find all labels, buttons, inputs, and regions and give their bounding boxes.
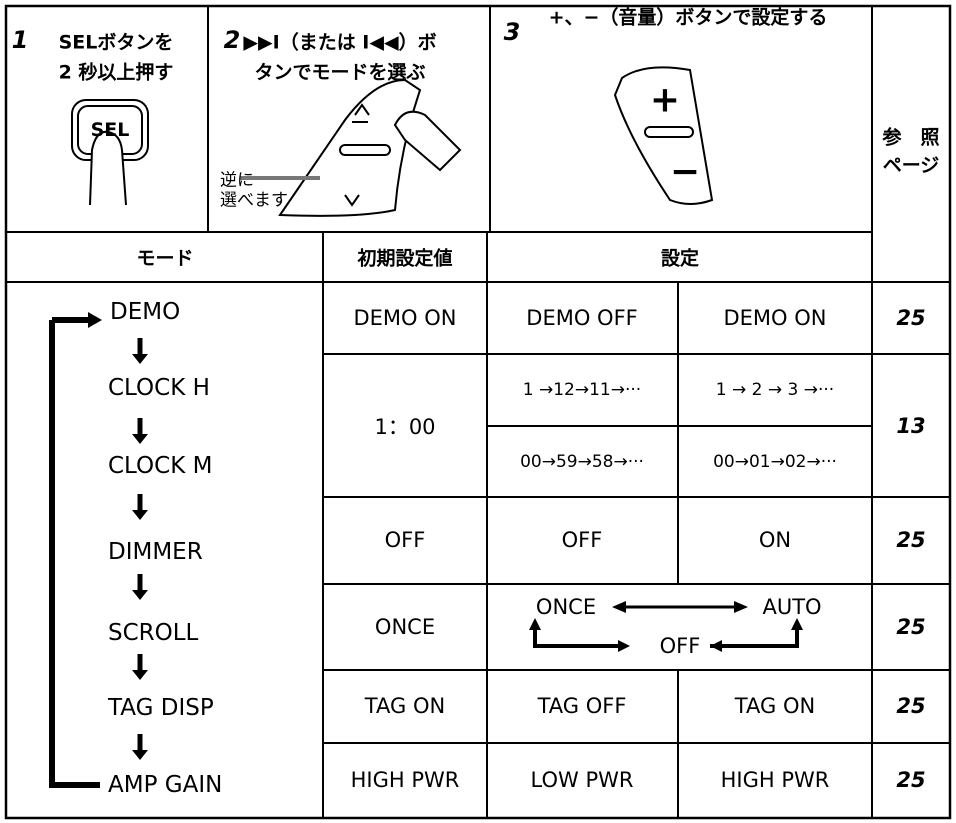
down-arrow-head [132, 750, 148, 760]
mode-name: AMP GAIN [108, 772, 223, 798]
step-text: タンでモードを選ぶ [254, 61, 426, 84]
page-number: 25 [896, 528, 926, 552]
remote-bar [339, 144, 391, 156]
mode-name: DIMMER [108, 539, 203, 565]
column-header: 初期設定値 [357, 247, 453, 270]
column-header: 設定 [660, 247, 700, 270]
step-number: 3 [503, 18, 521, 46]
step-text: SELボタンを [58, 31, 174, 54]
setting-value: ON [758, 528, 792, 552]
setting-value: ONCE [535, 595, 597, 619]
page-number: 25 [896, 615, 926, 639]
page-number: 25 [896, 694, 926, 718]
finger [89, 130, 127, 206]
note-text: 逆に [220, 170, 254, 191]
volume-illustration [613, 66, 714, 205]
default-value: HIGH PWR [350, 768, 460, 792]
down-arrow-head [132, 434, 148, 444]
page-number: 25 [896, 768, 926, 792]
default-value: ONCE [374, 615, 436, 639]
page-number: 25 [896, 306, 926, 330]
column-header: モード [136, 247, 194, 270]
finger [393, 110, 462, 172]
mode-name: DEMO [110, 299, 181, 325]
plus-label: + [649, 79, 681, 121]
mode-name: TAG DISP [108, 695, 214, 721]
setting-value: DEMO ON [723, 306, 827, 330]
setting-value: 1 → 2 → 3 →··· [715, 380, 835, 400]
down-mark [344, 194, 360, 207]
sel-label: SEL [90, 119, 130, 141]
setting-value: LOW PWR [530, 768, 634, 792]
step-text: 2 秒以上押す [58, 61, 174, 84]
setting-value: 00→01→02→··· [713, 452, 837, 472]
remote-bar [644, 126, 694, 138]
setting-value: HIGH PWR [720, 768, 830, 792]
mode-name: CLOCK H [108, 375, 210, 401]
remote-body [613, 66, 714, 205]
step-number: 2 [223, 26, 241, 54]
ref-header: 参 照 [882, 126, 940, 149]
step-text: ▶▶I（または I◀◀）ボ [243, 31, 437, 54]
up-mark [352, 103, 370, 123]
default-value: 1：00 [374, 415, 436, 439]
outer-border [4, 4, 952, 820]
down-arrow-head [132, 670, 148, 680]
step-number: 1 [11, 26, 29, 54]
remote-body [278, 78, 422, 217]
setting-value: DEMO OFF [526, 306, 638, 330]
note-text: 選べます [220, 190, 288, 211]
remote-illustration [240, 78, 462, 217]
setting-value: AUTO [762, 595, 822, 619]
setting-value: TAG ON [734, 694, 816, 718]
setting-value: OFF [561, 528, 603, 552]
mode-name: SCROLL [108, 620, 199, 646]
loop-arrow [49, 317, 100, 788]
loop-arrow-head [88, 312, 102, 328]
sel-illustration [71, 99, 149, 206]
setting-value: TAG OFF [537, 694, 627, 718]
mode-name: CLOCK M [108, 453, 213, 479]
down-arrow-head [132, 510, 148, 520]
setting-value: 1 →12→11→··· [522, 380, 642, 400]
page-number: 13 [896, 414, 926, 438]
default-value: OFF [384, 528, 426, 552]
setting-value: 00→59→58→··· [520, 452, 644, 472]
step-text: +、−（音量）ボタンで設定する [548, 6, 828, 29]
down-arrow-head [132, 590, 148, 600]
cycle-arrow [533, 628, 799, 648]
setting-value: OFF [659, 634, 701, 658]
cycle-arrow-head [612, 601, 748, 613]
default-value: DEMO ON [353, 306, 457, 330]
default-value: TAG ON [364, 694, 446, 718]
down-arrow-head [132, 354, 148, 364]
minus-label: − [669, 151, 701, 193]
ref-header: ページ [882, 154, 940, 177]
